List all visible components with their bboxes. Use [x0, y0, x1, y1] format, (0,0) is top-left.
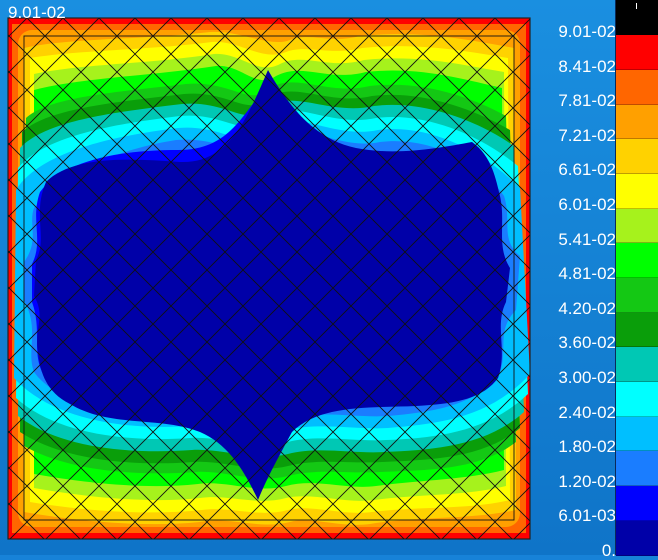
mesh-line [8, 18, 316, 326]
legend-label: 7.81-02 [558, 91, 616, 111]
mesh-line [261, 270, 530, 539]
legend-swatch [616, 242, 658, 278]
mesh-line [333, 342, 530, 539]
mesh-line [81, 90, 530, 539]
mesh-line [225, 234, 530, 539]
mesh-line [369, 378, 530, 539]
legend-marker [636, 3, 637, 9]
legend-swatch [616, 277, 658, 313]
legend-label: 6.01-03 [558, 506, 616, 526]
legend-swatch [616, 520, 658, 556]
mesh-line [8, 18, 388, 398]
bottom-strip [0, 546, 658, 555]
mesh-line [8, 430, 117, 539]
legend-swatch [616, 104, 658, 140]
mesh-line [8, 214, 333, 539]
legend-label: 7.21-02 [558, 125, 616, 145]
mesh-line [170, 18, 530, 378]
legend-swatch [616, 138, 658, 174]
mesh-line [153, 162, 530, 539]
mesh-line [8, 18, 172, 182]
mesh-line [8, 322, 225, 539]
plate-outline [7, 17, 531, 540]
mesh-line [8, 18, 496, 506]
legend-label: 1.80-02 [558, 437, 616, 457]
mesh-line [117, 126, 530, 539]
mesh-line [350, 18, 530, 198]
legend-swatch [616, 69, 658, 105]
legend-label: 4.20-02 [558, 298, 616, 318]
legend-label: 8.41-02 [558, 56, 616, 76]
mesh-line [8, 394, 153, 539]
mesh-line [8, 18, 244, 254]
band-navy [34, 70, 510, 500]
mesh-line [26, 18, 530, 522]
legend-label: 6.01-02 [558, 195, 616, 214]
legend-swatch [616, 312, 658, 348]
legend-label: 0. [601, 541, 616, 560]
mesh-line [98, 18, 530, 450]
mesh-line [62, 18, 530, 486]
mesh-line [278, 18, 530, 270]
legend-swatch [616, 416, 658, 452]
mesh-line [206, 18, 530, 342]
legend-swatch [616, 0, 658, 36]
legend-swatch [616, 450, 658, 487]
legend-label: 9.01-02 [558, 22, 616, 41]
mesh-line [8, 18, 460, 470]
mesh-grid [8, 18, 530, 539]
mesh-line [45, 54, 530, 539]
mesh-line [8, 18, 136, 146]
mesh-line [8, 18, 424, 434]
mesh-line [8, 18, 208, 218]
legend-label: 3.60-02 [558, 333, 616, 353]
mesh-line [8, 358, 189, 539]
legend-swatch [616, 173, 658, 209]
mesh-line [297, 306, 530, 539]
legend-label: 6.61-02 [558, 160, 616, 180]
mesh-line [8, 286, 261, 539]
mesh-line [8, 250, 297, 539]
mesh-inner-frame [23, 35, 515, 521]
legend-swatch [616, 34, 658, 70]
mesh-line [8, 538, 9, 539]
mesh-line [441, 450, 530, 539]
legend-label: 4.81-02 [558, 264, 616, 284]
legend-label: 2.40-02 [558, 402, 616, 422]
legend-swatch [616, 208, 658, 244]
mesh-line [314, 18, 530, 234]
legend-swatch [616, 381, 658, 417]
mesh-line [405, 414, 530, 539]
legend-label: 1.20-02 [558, 471, 616, 491]
mesh-line [9, 18, 530, 539]
mesh-line [8, 34, 513, 539]
color-legend-bar [615, 0, 658, 556]
max-value-label: 9.01-02 [8, 3, 66, 22]
mesh-line [8, 178, 369, 539]
mesh-line [8, 18, 352, 362]
mesh-line [8, 142, 405, 539]
legend-swatch [616, 485, 658, 521]
contour-bands [8, 18, 530, 539]
mesh-line [8, 70, 477, 539]
legend-label: 3.00-02 [558, 368, 616, 387]
mesh-line [189, 198, 530, 539]
mesh-line [8, 106, 441, 539]
mesh-line [134, 18, 530, 414]
mesh-line [386, 18, 530, 162]
mesh-line [422, 18, 530, 126]
mesh-line [8, 18, 280, 290]
mesh-line [8, 18, 100, 110]
mesh-line [242, 18, 530, 306]
legend-label: 5.41-02 [558, 229, 616, 249]
legend-swatch [616, 346, 658, 383]
